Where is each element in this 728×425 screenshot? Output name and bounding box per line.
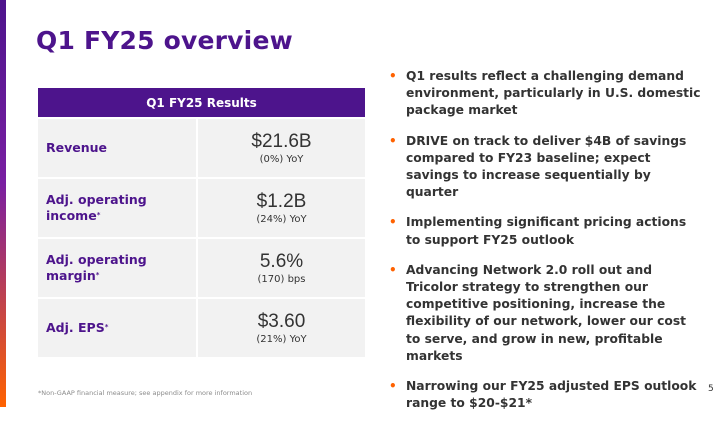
table-row-adj-eps: Adj. EPS * $3.60 (21%) YoY [38,299,365,357]
row-label-text: Revenue [46,140,108,155]
row-value-cell: $3.60 (21%) YoY [198,299,365,357]
highlight-item: • DRIVE on track to deliver $4B of savin… [389,133,704,202]
row-label: Adj. operating income* [38,179,196,237]
row-label-asterisk: * [104,323,109,331]
row-value-cell: 5.6% (170) bps [198,239,365,297]
highlight-text: Advancing Network 2.0 roll out and Trico… [406,262,687,363]
row-change: (170) bps [257,274,306,285]
highlight-text: DRIVE on track to deliver $4B of savings… [406,133,687,200]
highlights-list: • Q1 results reflect a challenging deman… [389,68,704,425]
row-label: Revenue [38,119,196,177]
row-value: 5.6% [259,251,304,272]
slide-title: Q1 FY25 overview [36,26,293,55]
highlight-item: • Q1 results reflect a challenging deman… [389,68,704,120]
table-row-revenue: Revenue $21.6B (0%) YoY [38,119,365,177]
row-label-text: Adj. EPS [46,320,105,335]
bullet-dot-icon: • [389,215,397,230]
bullet-dot-icon: • [389,262,397,277]
row-value: $3.60 [257,311,306,332]
highlight-item: • Implementing significant pricing actio… [389,214,704,248]
highlight-text: Narrowing our FY25 adjusted EPS outlook … [406,379,697,411]
row-label-text: Adj. operating income [46,192,147,223]
table-header: Q1 FY25 Results [38,88,365,117]
row-value: $21.6B [251,131,312,152]
page-number: 5 [708,384,714,394]
table-row-adj-operating-income: Adj. operating income* $1.2B (24%) YoY [38,179,365,237]
highlight-text: Q1 results reflect a challenging demand … [406,69,701,118]
footnote: *Non-GAAP financial measure; see appendi… [38,389,253,397]
bullet-dot-icon: • [389,133,397,148]
table-row-adj-operating-margin: Adj. operating margin* 5.6% (170) bps [38,239,365,297]
row-change: (21%) YoY [256,334,307,345]
bullet-dot-icon: • [389,379,397,394]
row-label-asterisk: * [95,271,100,279]
row-label-text: Adj. operating margin [46,252,147,283]
bullet-dot-icon: • [389,69,397,83]
row-change: (24%) YoY [256,214,307,225]
row-change: (0%) YoY [259,154,304,165]
row-value-cell: $21.6B (0%) YoY [198,119,365,177]
brand-accent-bar [0,0,6,407]
highlight-item: • Advancing Network 2.0 roll out and Tri… [389,262,704,365]
row-value-cell: $1.2B (24%) YoY [198,179,365,237]
row-value: $1.2B [256,191,307,212]
results-table: Q1 FY25 Results Revenue $21.6B (0%) YoY … [38,88,365,357]
highlight-text: Implementing significant pricing actions… [406,215,687,247]
row-label: Adj. EPS * [38,299,196,357]
row-label-asterisk: * [96,211,101,219]
row-label: Adj. operating margin* [38,239,196,297]
highlight-item: • Narrowing our FY25 adjusted EPS outloo… [389,378,704,412]
